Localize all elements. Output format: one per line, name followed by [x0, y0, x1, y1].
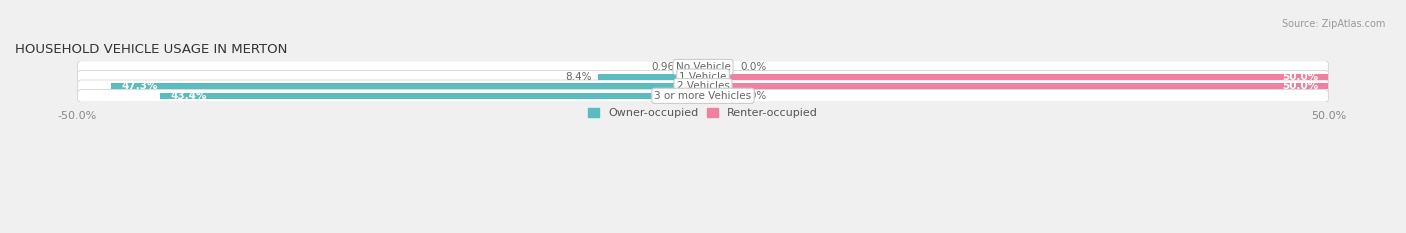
Text: 2 Vehicles: 2 Vehicles: [676, 81, 730, 91]
Bar: [690, 64, 703, 70]
Legend: Owner-occupied, Renter-occupied: Owner-occupied, Renter-occupied: [588, 108, 818, 118]
FancyBboxPatch shape: [77, 70, 1329, 83]
Text: 0.0%: 0.0%: [741, 62, 766, 72]
Bar: [111, 83, 703, 89]
Text: Source: ZipAtlas.com: Source: ZipAtlas.com: [1281, 19, 1385, 29]
Bar: [703, 83, 1329, 89]
FancyBboxPatch shape: [77, 80, 1329, 93]
FancyBboxPatch shape: [77, 89, 1329, 102]
Text: HOUSEHOLD VEHICLE USAGE IN MERTON: HOUSEHOLD VEHICLE USAGE IN MERTON: [15, 43, 287, 56]
Text: 0.96%: 0.96%: [652, 62, 685, 72]
Text: 50.0%: 50.0%: [1282, 81, 1319, 91]
FancyBboxPatch shape: [77, 61, 1329, 73]
Bar: [703, 74, 1329, 80]
Text: 8.4%: 8.4%: [565, 72, 592, 82]
Text: 3 or more Vehicles: 3 or more Vehicles: [654, 91, 752, 101]
Text: 0.0%: 0.0%: [741, 91, 766, 101]
Text: 50.0%: 50.0%: [1282, 72, 1319, 82]
Bar: [598, 74, 703, 80]
Text: No Vehicle: No Vehicle: [675, 62, 731, 72]
Text: 1 Vehicle: 1 Vehicle: [679, 72, 727, 82]
Bar: [160, 93, 703, 99]
Text: 43.4%: 43.4%: [170, 91, 207, 101]
Text: 47.3%: 47.3%: [121, 81, 157, 91]
